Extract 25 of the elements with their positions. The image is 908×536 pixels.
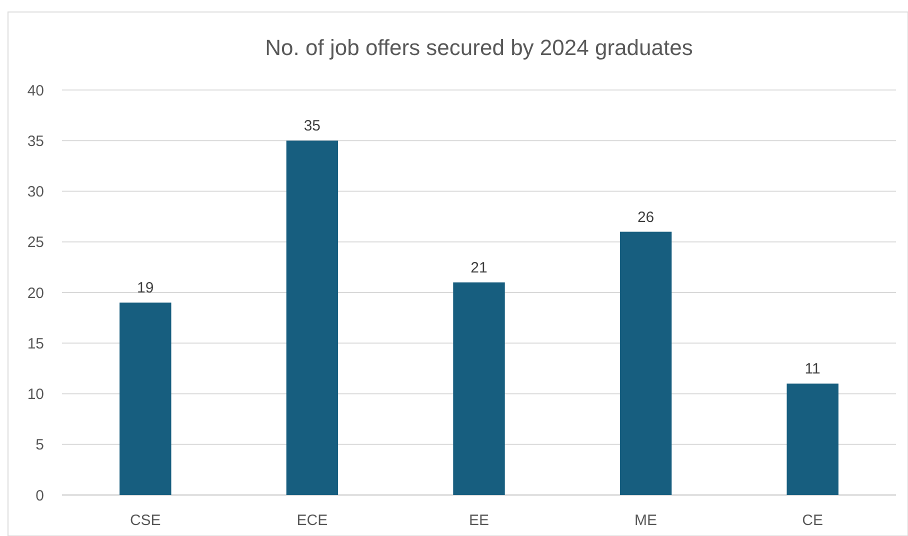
y-tick-label: 35 (27, 132, 44, 150)
y-tick-label: 25 (27, 234, 44, 252)
x-tick-label: EE (468, 512, 490, 529)
y-tick-label: 30 (27, 184, 44, 200)
bar (120, 302, 172, 495)
x-tick-label: ME (634, 512, 658, 529)
y-tick-label: 10 (27, 386, 44, 403)
x-tick-label: CSE (130, 512, 161, 529)
bar (286, 140, 338, 495)
bar (453, 282, 505, 495)
y-tick-label: 0 (36, 487, 44, 504)
y-tick-label: 20 (27, 284, 44, 302)
x-tick-label: CE (802, 512, 824, 529)
y-tick-label: 15 (27, 335, 44, 352)
data-label: 21 (470, 259, 488, 276)
data-label: 26 (637, 208, 654, 226)
bar (620, 232, 672, 495)
data-label: 11 (804, 360, 820, 378)
chart-title: No. of job offers secured by 2024 graduates (265, 35, 693, 60)
data-label: 19 (137, 280, 154, 297)
y-tick-label: 40 (27, 82, 44, 100)
data-label: 35 (304, 118, 321, 135)
bar (786, 384, 838, 495)
x-tick-label: ECE (296, 512, 328, 529)
y-tick-label: 5 (36, 436, 44, 454)
